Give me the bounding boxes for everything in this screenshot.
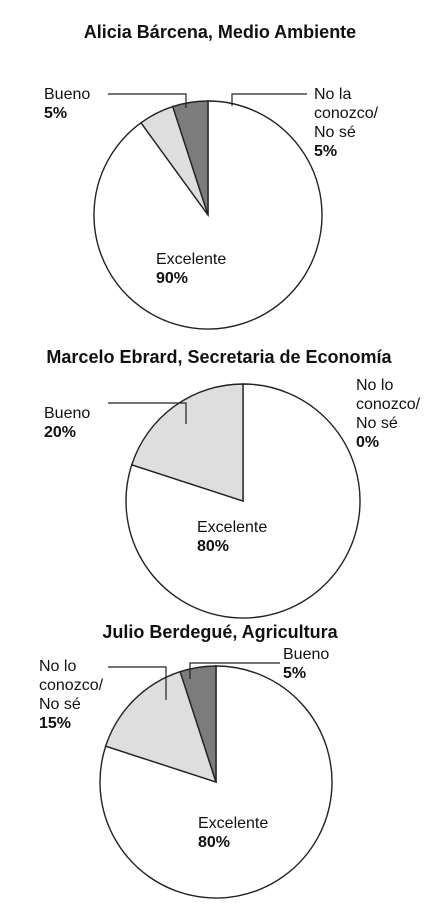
slice-label-excelente: Excelente	[198, 815, 268, 832]
pie-slice-excelente	[93, 100, 323, 330]
slice-value-label-no-lo-conozco-no-se: 0%	[356, 434, 379, 451]
slice-value-label-no-lo-conozco-no-se: 15%	[39, 715, 71, 732]
slice-label-no-lo-conozco-no-se: conozco/	[39, 677, 104, 694]
chart-title: Julio Berdegué, Agricultura	[102, 622, 338, 642]
leader-line-bueno	[108, 93, 187, 108]
slice-value-label-bueno: 5%	[44, 105, 67, 122]
pie-slice-excelente	[99, 665, 333, 899]
leader-line-bueno	[108, 402, 187, 424]
slice-label-bueno: Bueno	[44, 405, 90, 422]
slice-label-no-lo-conozco-no-se: No sé	[356, 415, 398, 432]
slice-label-no-la-conozco-no-se: No la	[314, 86, 351, 103]
chart-title: Alicia Bárcena, Medio Ambiente	[84, 22, 356, 42]
slice-label-no-lo-conozco-no-se: No lo	[356, 377, 393, 394]
slice-value-label-excelente: 80%	[197, 538, 229, 555]
leader-line-no-la-conozco-no-se	[231, 93, 307, 106]
slice-value-label-no-la-conozco-no-se: 5%	[314, 143, 337, 160]
slice-label-excelente: Excelente	[156, 251, 226, 268]
slice-value-label-bueno: 20%	[44, 424, 76, 441]
pie-chart-alicia-barcena: Alicia Bárcena, Medio Ambiente Excelente…	[44, 22, 379, 330]
slice-label-no-lo-conozco-no-se: conozco/	[356, 396, 421, 413]
chart-title: Marcelo Ebrard, Secretaria de Economía	[46, 347, 392, 367]
pie-slice-no-la-conozco-no-se	[171, 100, 209, 216]
leader-line-bueno	[189, 662, 280, 679]
slice-value-label-excelente: 90%	[156, 270, 188, 287]
slice-label-excelente: Excelente	[197, 519, 267, 536]
slice-label-bueno: Bueno	[44, 86, 90, 103]
pie-slice-bueno	[130, 383, 244, 502]
pie-chart-julio-berdegue: Julio Berdegué, Agricultura Excelente 80%…	[39, 622, 339, 899]
pie-chart-marcelo-ebrard: Marcelo Ebrard, Secretaria de Economía E…	[44, 347, 421, 619]
slice-label-no-lo-conozco-no-se: No lo	[39, 658, 76, 675]
slice-label-no-lo-conozco-no-se: No sé	[39, 696, 81, 713]
leader-line-no-lo-conozco-no-se	[108, 666, 167, 700]
slice-label-no-la-conozco-no-se: conozco/	[314, 105, 379, 122]
slice-value-label-bueno: 5%	[283, 665, 306, 682]
pie-slice-excelente	[125, 383, 361, 619]
slice-value-label-excelente: 80%	[198, 834, 230, 851]
slice-label-no-la-conozco-no-se: No sé	[314, 124, 356, 141]
slice-label-bueno: Bueno	[283, 646, 329, 663]
pie-slice-bueno	[179, 665, 217, 783]
